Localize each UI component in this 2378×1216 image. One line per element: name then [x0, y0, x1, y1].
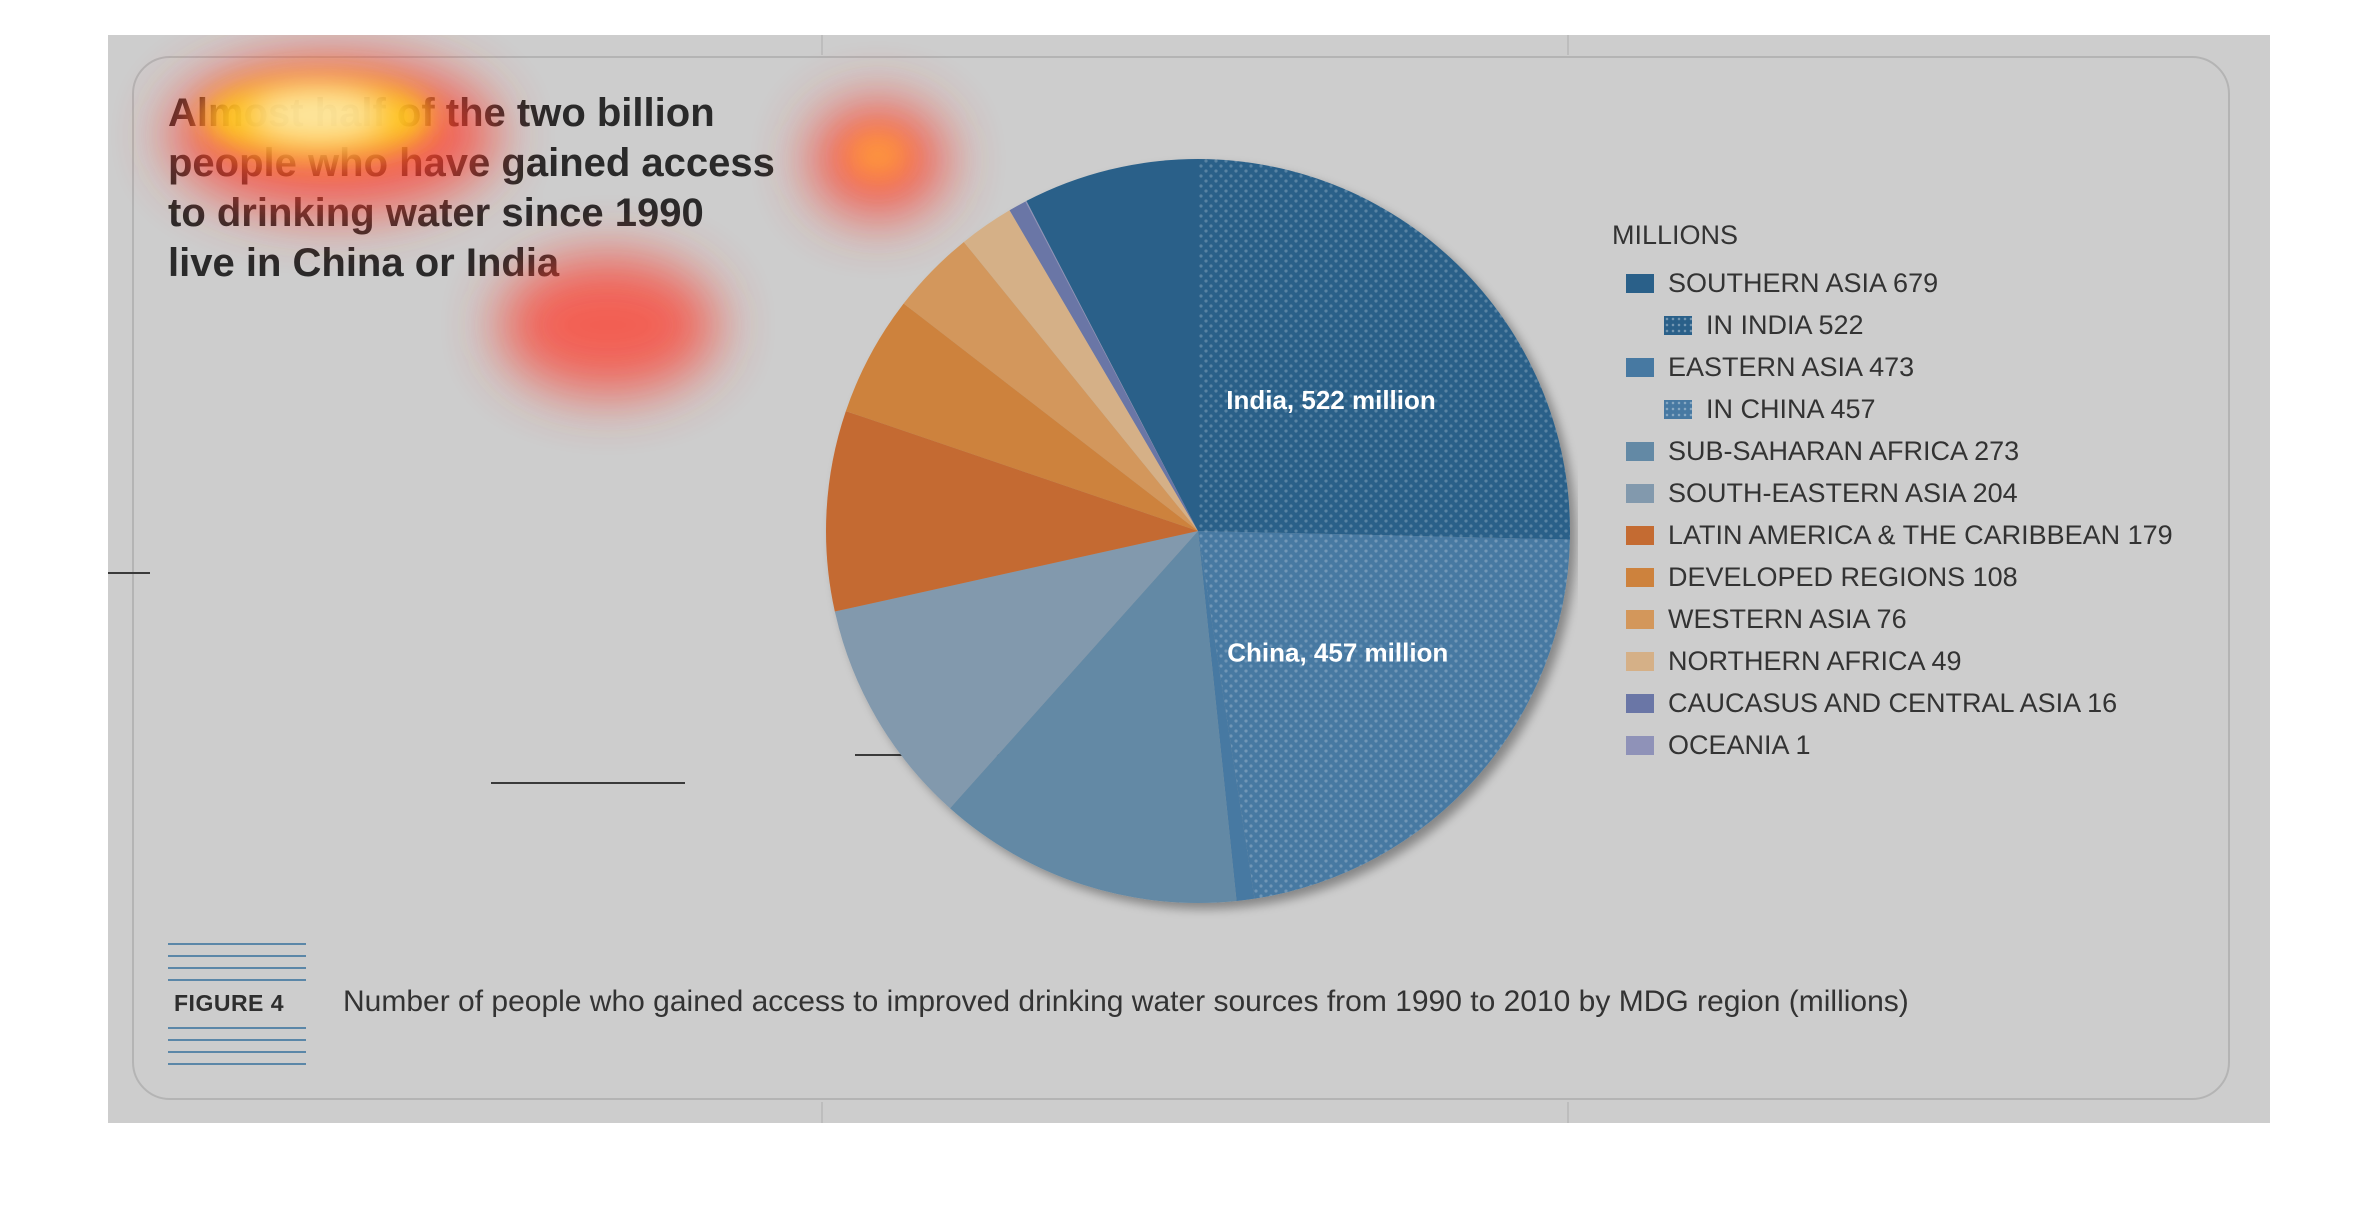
legend-swatch	[1626, 526, 1654, 545]
headline-line-3: to drinking water since 1990	[168, 191, 704, 235]
headline-line-4: live in China or India	[168, 241, 560, 285]
legend-item: WESTERN ASIA 76	[1626, 604, 1907, 635]
figure-stripes-icon	[168, 943, 306, 1065]
pie-slice	[903, 241, 1198, 531]
legend-item: OCEANIA 1	[1626, 730, 1811, 761]
legend-label: LATIN AMERICA & THE CARIBBEAN 179	[1668, 520, 2173, 550]
crop-mark-top-left	[821, 35, 823, 55]
pie-slice	[826, 411, 1198, 612]
pie-chart: India, 522 million China, 457 million	[826, 159, 1570, 904]
pie-slice	[845, 303, 1198, 531]
figure-frame	[132, 56, 2230, 1100]
legend-label: WESTERN ASIA 76	[1668, 604, 1907, 634]
rule-left	[108, 572, 150, 574]
crop-mark-bottom-right	[1567, 1102, 1569, 1123]
pie-slice-pattern	[1198, 159, 1570, 540]
rule-middle	[491, 782, 685, 784]
pie-slice-label: China, 457 million	[1227, 638, 1448, 668]
legend-title: MILLIONS	[1612, 220, 1739, 250]
legend-swatch	[1626, 568, 1654, 587]
pie-slice	[963, 210, 1198, 531]
legend-label: NORTHERN AFRICA 49	[1668, 646, 1962, 676]
legend-label: IN INDIA 522	[1706, 310, 1864, 340]
legend-label: SOUTHERN ASIA 679	[1668, 268, 1939, 298]
legend-swatch	[1626, 358, 1654, 377]
pie-slice	[1026, 159, 1198, 531]
crop-mark-top-right	[1567, 35, 1569, 55]
headline-line-2: people who have gained access	[168, 141, 775, 185]
crop-mark-bottom-left	[821, 1102, 823, 1123]
legend-label: DEVELOPED REGIONS 108	[1668, 562, 2018, 592]
legend-item: IN CHINA 457	[1664, 394, 1876, 425]
legend-label: SUB-SAHARAN AFRICA 273	[1668, 436, 2020, 466]
legend-item: LATIN AMERICA & THE CARIBBEAN 179	[1626, 520, 2173, 551]
legend-swatch	[1626, 736, 1654, 755]
pie-slice	[834, 531, 1198, 809]
headline: Almost half of the two billion people wh…	[168, 88, 908, 288]
pie-slice	[1009, 201, 1198, 531]
pie-slice	[1198, 531, 1255, 901]
legend-item: EASTERN ASIA 473	[1626, 352, 1914, 383]
pie-slice-pattern	[1198, 531, 1570, 899]
legend-item: DEVELOPED REGIONS 108	[1626, 562, 2018, 593]
legend-item: IN INDIA 522	[1664, 310, 1864, 341]
legend-swatch	[1626, 274, 1654, 293]
legend-item: CAUCASUS AND CENTRAL ASIA 16	[1626, 688, 2117, 719]
legend-label: OCEANIA 1	[1668, 730, 1811, 760]
legend-label: IN CHINA 457	[1706, 394, 1876, 424]
legend-item: SOUTHERN ASIA 679	[1626, 268, 1938, 299]
legend-swatch	[1664, 400, 1692, 419]
legend-label: EASTERN ASIA 473	[1668, 352, 1915, 382]
legend-swatch	[1664, 316, 1692, 335]
figure-number: FIGURE 4	[174, 990, 285, 1016]
pie-slice	[1025, 200, 1198, 532]
legend-swatch	[1626, 484, 1654, 503]
legend-swatch	[1626, 694, 1654, 713]
legend-item: SOUTH-EASTERN ASIA 204	[1626, 478, 2018, 509]
legend-item: NORTHERN AFRICA 49	[1626, 646, 1962, 677]
legend-swatch	[1626, 442, 1654, 461]
headline-line-1: Almost half of the two billion	[168, 91, 715, 135]
legend-item: SUB-SAHARAN AFRICA 273	[1626, 436, 2019, 467]
pie-slice-label: India, 522 million	[1226, 385, 1436, 415]
pie-slice	[950, 531, 1237, 904]
legend-label: CAUCASUS AND CENTRAL ASIA 16	[1668, 688, 2118, 718]
figure-caption: Number of people who gained access to im…	[343, 985, 1909, 1018]
legend-label: SOUTH-EASTERN ASIA 204	[1668, 478, 2018, 508]
legend-swatch	[1626, 610, 1654, 629]
legend-swatch	[1626, 652, 1654, 671]
